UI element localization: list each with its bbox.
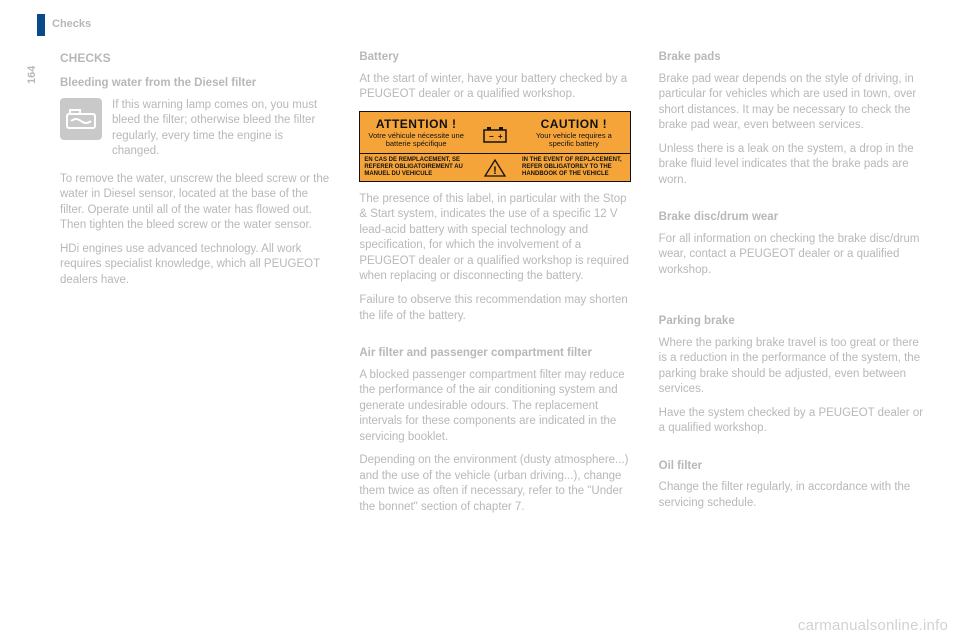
pads-p1: Brake pad wear depends on the style of d… [659,72,930,134]
svg-text:!: ! [493,165,497,177]
oil-title: Oil filter [659,459,930,475]
battery-caution-label: ATTENTION ! Votre véhicule nécessite une… [359,111,630,182]
warning-text: If this warning lamp comes on, you must … [112,98,331,160]
label-left-note: EN CAS DE REMPLACEMENT, SE REFERER OBLIG… [360,154,472,181]
label-battery-icon: − + [472,112,518,154]
battery-p2: The presence of this label, in particula… [359,192,630,285]
bleed-subtitle: Bleeding water from the Diesel filter [60,76,331,92]
label-bottom-row: EN CAS DE REMPLACEMENT, SE REFERER OBLIG… [360,153,629,181]
label-right-note: IN THE EVENT OF REPLACEMENT, REFER OBLIG… [518,154,630,181]
disc-p1: For all information on checking the brak… [659,232,930,279]
oil-p1: Change the filter regularly, in accordan… [659,480,930,511]
label-left-sub: Votre véhicule nécessite une batterie sp… [362,132,470,152]
watermark: carmanualsonline.info [798,617,948,634]
label-top-row: ATTENTION ! Votre véhicule nécessite une… [360,112,629,154]
warning-row: If this warning lamp comes on, you must … [60,98,331,168]
park-p1: Where the parking brake travel is too gr… [659,336,930,398]
column-2: Battery At the start of winter, have you… [359,50,630,610]
battery-title: Battery [359,50,630,66]
diesel-water-icon [60,98,102,140]
column-1: CHECKS Bleeding water from the Diesel fi… [60,50,331,610]
header-label: Checks [52,18,91,30]
pads-p2: Unless there is a leak on the system, a … [659,142,930,189]
park-p2: Have the system checked by a PEUGEOT dea… [659,406,930,437]
svg-text:−: − [489,132,494,141]
airfilter-title: Air filter and passenger compartment fil… [359,346,630,362]
header-accent-bar [37,14,45,36]
page-number: 164 [26,66,38,84]
pads-title: Brake pads [659,50,930,66]
label-left: ATTENTION ! Votre véhicule nécessite une… [360,112,472,154]
disc-title: Brake disc/drum wear [659,210,930,226]
column-3: Brake pads Brake pad wear depends on the… [659,50,930,610]
main-title: CHECKS [60,50,331,66]
label-right-head: CAUTION ! [520,116,628,132]
label-left-head: ATTENTION ! [362,116,470,132]
battery-p1: At the start of winter, have your batter… [359,72,630,103]
airfilter-p1: A blocked passenger compartment filter m… [359,368,630,446]
battery-p3: Failure to observe this recommendation m… [359,293,630,324]
bleed-p2: HDi engines use advanced technology. All… [60,242,331,289]
label-warning-icon: ! [472,154,518,181]
bleed-p1: To remove the water, unscrew the bleed s… [60,172,331,234]
page-content: CHECKS Bleeding water from the Diesel fi… [60,50,930,610]
label-right-sub: Your vehicle requires a specific battery [520,132,628,152]
label-right: CAUTION ! Your vehicle requires a specif… [518,112,630,154]
park-title: Parking brake [659,314,930,330]
airfilter-p2: Depending on the environment (dusty atmo… [359,453,630,515]
svg-text:+: + [498,132,503,141]
